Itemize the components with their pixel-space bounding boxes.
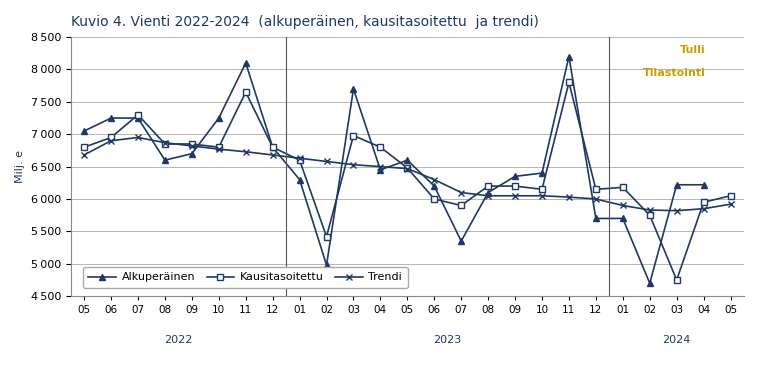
Kausitasoitettu — [537, 187, 546, 191]
Kausitasoitettu — [295, 158, 304, 163]
Kausitasoitettu — [619, 185, 628, 190]
Kausitasoitettu — [403, 166, 412, 170]
Alkuperäinen — [457, 239, 466, 243]
Trendi — [241, 149, 250, 154]
Alkuperäinen — [241, 61, 250, 65]
Trendi — [322, 159, 331, 164]
Kausitasoitettu — [241, 90, 250, 94]
Kausitasoitettu — [483, 184, 493, 188]
Kausitasoitettu — [591, 187, 600, 191]
Alkuperäinen — [134, 116, 143, 121]
Text: 2024: 2024 — [663, 335, 691, 345]
Alkuperäinen — [80, 129, 89, 133]
Trendi — [591, 197, 600, 201]
Alkuperäinen — [106, 116, 115, 121]
Text: 2023: 2023 — [433, 335, 462, 345]
Trendi — [511, 194, 520, 198]
Kausitasoitettu — [160, 142, 169, 146]
Alkuperäinen — [672, 183, 682, 187]
Alkuperäinen — [537, 171, 546, 175]
Kausitasoitettu — [80, 145, 89, 149]
Trendi — [349, 163, 358, 167]
Kausitasoitettu — [726, 194, 735, 198]
Trendi — [537, 194, 546, 198]
Text: Tilastointi: Tilastointi — [643, 68, 706, 78]
Trendi — [672, 208, 682, 213]
Kausitasoitettu — [349, 133, 358, 138]
Alkuperäinen — [160, 158, 169, 163]
Text: 2022: 2022 — [164, 335, 193, 345]
Kausitasoitettu — [322, 234, 331, 239]
Kausitasoitettu — [699, 200, 708, 205]
Trendi — [457, 190, 466, 195]
Trendi — [645, 208, 654, 212]
Alkuperäinen — [565, 54, 574, 59]
Alkuperäinen — [645, 281, 654, 285]
Alkuperäinen — [295, 177, 304, 182]
Text: Tulli: Tulli — [680, 45, 706, 55]
Y-axis label: Milj. e: Milj. e — [15, 150, 25, 183]
Trendi — [619, 203, 628, 208]
Trendi — [134, 135, 143, 140]
Line: Kausitasoitettu: Kausitasoitettu — [80, 79, 734, 283]
Alkuperäinen — [619, 216, 628, 221]
Alkuperäinen — [187, 151, 197, 156]
Kausitasoitettu — [106, 135, 115, 140]
Kausitasoitettu — [645, 213, 654, 218]
Alkuperäinen — [322, 263, 331, 267]
Alkuperäinen — [511, 174, 520, 179]
Trendi — [403, 166, 412, 171]
Trendi — [726, 202, 735, 207]
Trendi — [483, 194, 493, 198]
Kausitasoitettu — [457, 203, 466, 208]
Line: Alkuperäinen: Alkuperäinen — [80, 53, 707, 287]
Trendi — [106, 138, 115, 143]
Kausitasoitettu — [430, 197, 439, 201]
Trendi — [160, 140, 169, 145]
Kausitasoitettu — [565, 80, 574, 85]
Alkuperäinen — [268, 145, 277, 149]
Trendi — [565, 195, 574, 199]
Trendi — [214, 147, 223, 152]
Kausitasoitettu — [268, 145, 277, 149]
Trendi — [295, 156, 304, 160]
Legend: Alkuperäinen, Kausitasoitettu, Trendi: Alkuperäinen, Kausitasoitettu, Trendi — [83, 267, 408, 288]
Alkuperäinen — [483, 190, 493, 195]
Alkuperäinen — [376, 168, 385, 172]
Line: Trendi: Trendi — [80, 134, 734, 214]
Kausitasoitettu — [376, 145, 385, 149]
Text: Kuvio 4. Vienti 2022-2024  (alkuperäinen, kausitasoitettu  ja trendi): Kuvio 4. Vienti 2022-2024 (alkuperäinen,… — [71, 15, 539, 29]
Alkuperäinen — [430, 184, 439, 188]
Alkuperäinen — [349, 87, 358, 91]
Trendi — [376, 164, 385, 169]
Trendi — [430, 177, 439, 182]
Trendi — [80, 153, 89, 157]
Kausitasoitettu — [672, 278, 682, 282]
Trendi — [187, 144, 197, 148]
Alkuperäinen — [214, 116, 223, 121]
Alkuperäinen — [591, 216, 600, 221]
Trendi — [268, 153, 277, 157]
Trendi — [699, 207, 708, 211]
Alkuperäinen — [699, 183, 708, 187]
Kausitasoitettu — [134, 113, 143, 117]
Kausitasoitettu — [187, 142, 197, 146]
Kausitasoitettu — [214, 145, 223, 149]
Alkuperäinen — [403, 158, 412, 163]
Kausitasoitettu — [511, 184, 520, 188]
